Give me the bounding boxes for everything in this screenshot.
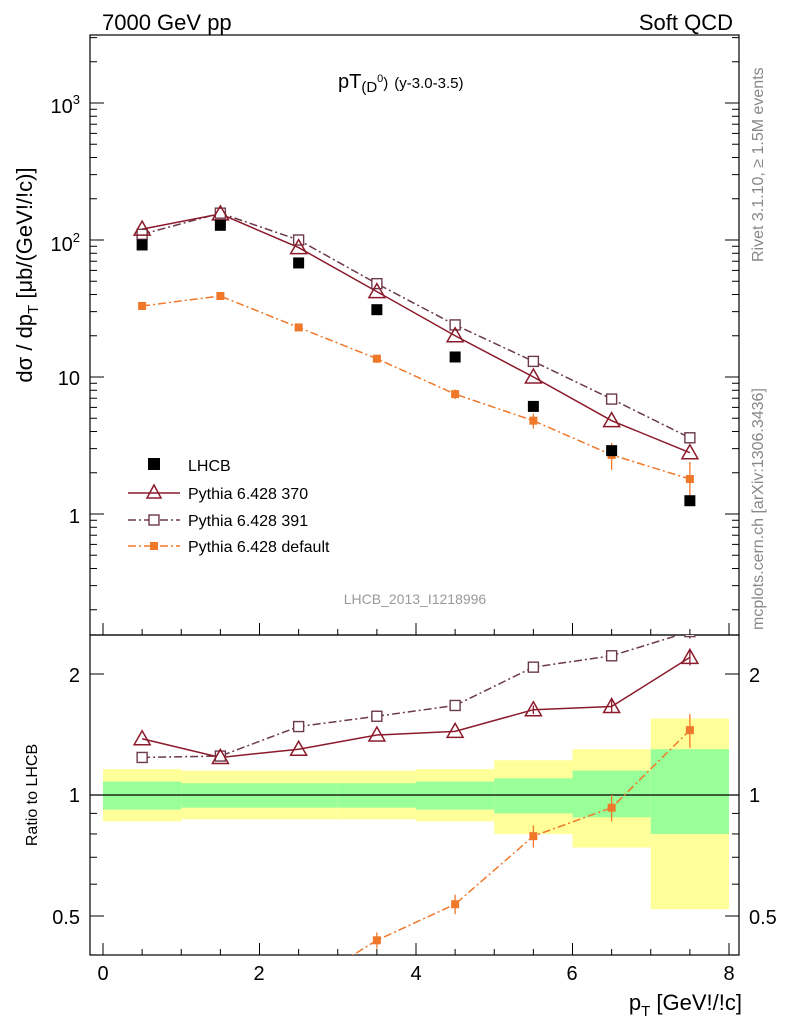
ratio-point-pythia-391 — [214, 750, 227, 762]
point-pythia-391 — [605, 393, 618, 405]
ytick-10: 10 — [58, 368, 80, 390]
legend-marker-default — [150, 542, 158, 550]
ratio-point-pythia-default — [295, 985, 303, 993]
ratio-y-axis-title: Ratio to LHCB — [24, 744, 41, 846]
ratio-point-pythia-default — [685, 726, 694, 735]
point-lhcb — [684, 495, 696, 507]
legend-marker-370 — [145, 483, 163, 499]
point-pythia-391 — [449, 319, 461, 331]
ratio-ytick-2-left: 2 — [69, 665, 80, 687]
ratio-line-pythia-391 — [142, 635, 682, 759]
legend: LHCB Pythia 6.428 370 Pythia 6.428 391 P… — [128, 458, 330, 556]
ratio-ytick-2-right: 2 — [749, 665, 760, 687]
mcplots-label: mcplots.cern.ch [arXiv:1306.3436] — [750, 388, 767, 630]
main-y-axis-title: dσ / dpT [μb/(GeV!/!c)] — [12, 167, 42, 382]
ratio-point-pythia-default — [607, 803, 616, 812]
point-pythia-391 — [136, 228, 148, 241]
category-label: Soft QCD — [639, 10, 733, 35]
point-pythia-default — [294, 323, 303, 332]
rivet-label: Rivet 3.1.10, ≥ 1.5M events — [750, 67, 767, 262]
point-pythia-370 — [289, 238, 308, 255]
ratio-point-pythia-391 — [527, 661, 540, 673]
ratio-point-pythia-391 — [136, 751, 148, 764]
plot-title: pT(D0) (y-3.0-3.5) — [338, 71, 463, 96]
point-pythia-370 — [445, 326, 465, 343]
point-pythia-370 — [680, 443, 700, 460]
point-pythia-391 — [214, 207, 227, 219]
xtick-4: 4 — [410, 963, 421, 985]
xtick-2: 2 — [253, 963, 264, 985]
point-lhcb — [371, 304, 383, 316]
xtick-6: 6 — [566, 963, 577, 985]
point-pythia-default — [216, 292, 225, 301]
point-pythia-default — [451, 390, 460, 399]
ratio-ytick-05-right: 0.5 — [749, 907, 777, 929]
point-pythia-default — [138, 301, 147, 310]
ratio-point-pythia-370 — [367, 725, 387, 742]
ratio-point-pythia-370 — [211, 747, 230, 765]
point-pythia-370 — [132, 219, 152, 236]
ytick-1: 1 — [69, 506, 80, 528]
ytick-100: 102 — [51, 230, 80, 256]
ratio-point-pythia-default — [451, 900, 460, 909]
ratio-point-pythia-370 — [602, 697, 621, 714]
ratio-point-pythia-370 — [132, 729, 152, 746]
ratio-point-pythia-370 — [680, 647, 700, 665]
ratio-point-pythia-391 — [605, 650, 618, 662]
ratio-point-pythia-370 — [289, 739, 308, 756]
ratio-point-pythia-391 — [449, 699, 461, 712]
main-panel-series — [132, 204, 700, 507]
point-pythia-370 — [602, 411, 621, 428]
ratio-point-pythia-default — [372, 936, 381, 945]
point-pythia-370 — [367, 282, 387, 299]
analysis-id: LHCB_2013_I1218996 — [344, 591, 487, 607]
point-lhcb — [606, 445, 618, 457]
legend-label-lhcb: LHCB — [188, 458, 231, 475]
legend-label-391: Pythia 6.428 391 — [188, 513, 308, 530]
point-pythia-default — [685, 475, 694, 484]
stat-band-bin — [494, 778, 573, 814]
point-lhcb — [136, 239, 148, 251]
xtick-8: 8 — [723, 963, 734, 985]
ratio-point-pythia-default — [216, 1013, 224, 1021]
point-lhcb — [293, 257, 305, 269]
ratio-point-pythia-370 — [524, 700, 543, 717]
ratio-point-pythia-370 — [445, 721, 465, 739]
point-pythia-default — [372, 354, 381, 363]
point-pythia-370 — [524, 367, 543, 384]
point-pythia-default — [529, 416, 538, 425]
legend-marker-lhcb — [148, 458, 160, 470]
ratio-point-pythia-default — [529, 832, 538, 841]
ratio-ytick-1-right: 1 — [749, 785, 760, 807]
ratio-ytick-1-left: 1 — [69, 785, 80, 807]
legend-label-default: Pythia 6.428 default — [188, 539, 330, 556]
line-pythia-391 — [141, 212, 691, 439]
line-pythia-370 — [141, 213, 691, 454]
stat-band-bin — [650, 749, 729, 834]
legend-marker-391 — [148, 514, 160, 526]
ratio-ytick-05-left: 0.5 — [52, 907, 80, 929]
ratio-point-pythia-391 — [371, 710, 383, 722]
ratio-line-pythia-370 — [141, 656, 691, 759]
energy-label: 7000 GeV pp — [102, 10, 232, 35]
ytick-1000: 103 — [51, 92, 80, 118]
ratio-panel-series — [132, 635, 700, 1021]
point-pythia-391 — [527, 355, 540, 368]
point-lhcb — [214, 219, 226, 231]
axis-ticks — [90, 37, 739, 956]
point-lhcb — [527, 400, 539, 412]
xtick-0: 0 — [97, 963, 108, 985]
point-pythia-391 — [684, 432, 696, 444]
ratio-point-pythia-391 — [684, 635, 696, 638]
ratio-uncertainty-bands — [103, 718, 729, 910]
legend-label-370: Pythia 6.428 370 — [188, 486, 308, 503]
point-lhcb — [449, 351, 461, 363]
ratio-point-pythia-391 — [292, 720, 305, 733]
line-pythia-default — [142, 295, 691, 480]
ratio-line-pythia-default — [351, 729, 691, 955]
x-axis-title: pT [GeV!/!c] — [629, 990, 742, 1020]
